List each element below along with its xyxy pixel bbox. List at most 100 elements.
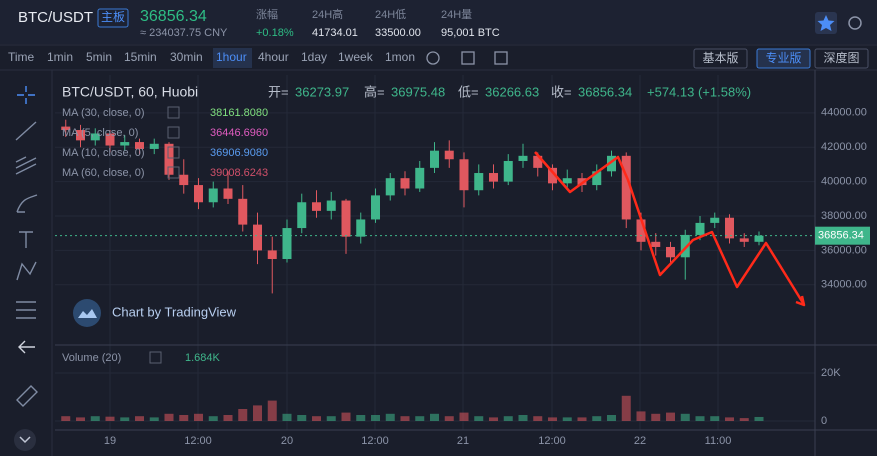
candle-body [621, 155, 631, 220]
interval[interactable]: 30min [170, 50, 203, 64]
crosshair-tool[interactable] [17, 86, 35, 104]
channel-tool[interactable] [15, 156, 37, 175]
arrow-head [795, 295, 806, 307]
candle-body [297, 202, 307, 229]
drawing-tools [15, 86, 38, 407]
pattern-tool[interactable] [16, 261, 37, 281]
candle-body [61, 126, 71, 131]
candle-body [607, 155, 616, 172]
indicator-settings[interactable] [167, 126, 180, 139]
candle-body [238, 198, 248, 225]
volume-bar [695, 416, 705, 421]
series-legend: BTC/USDT, 60, Huobi [62, 84, 198, 100]
volume-bar [503, 416, 513, 421]
interval[interactable]: 1week [338, 50, 374, 64]
indicator-icon[interactable] [426, 51, 440, 65]
candle-body [194, 185, 203, 203]
interval[interactable]: 15min [124, 50, 157, 64]
volume-name: Volume (20) [62, 352, 121, 364]
volume-bar [562, 417, 572, 421]
interval[interactable]: 1day [301, 50, 327, 64]
volume-bar [489, 417, 498, 421]
candles [61, 119, 764, 294]
candle-body [371, 195, 380, 220]
stat-label: 24H量 [441, 8, 472, 21]
volume-bar [430, 413, 439, 421]
indicator-name: MA (5, close, 0) [62, 127, 138, 139]
stat-label: 涨幅 [256, 8, 278, 21]
price-cny: ≈ 234037.75 CNY [140, 27, 228, 39]
volume-value: 1.684K [185, 352, 221, 364]
interval[interactable]: 4hour [258, 50, 289, 64]
interval[interactable]: 1mon [385, 50, 415, 64]
candle-body [548, 167, 557, 184]
text-tool[interactable] [19, 231, 33, 248]
candle-body [282, 228, 292, 260]
candle-body [356, 219, 366, 237]
indicator-value: 36906.9080 [210, 147, 268, 159]
volume-bar [636, 411, 646, 421]
volume-tick-label: 20K [821, 367, 841, 379]
indicator-value: 36446.6960 [210, 127, 268, 139]
star-icon [817, 15, 835, 31]
fib-tool[interactable] [16, 301, 36, 319]
volume-bar [533, 416, 543, 421]
volume-bar [444, 416, 454, 421]
time-tick-label: 12:00 [361, 435, 389, 447]
collapse-button[interactable] [14, 429, 36, 451]
candle-body [208, 188, 218, 203]
mode-button[interactable] [814, 48, 869, 69]
annotation-arrows [534, 151, 806, 307]
volume-bar [267, 400, 277, 421]
volume-bar [179, 415, 189, 421]
mode-button[interactable] [693, 48, 748, 69]
line-tool[interactable] [15, 121, 37, 141]
tv-logo-mark [78, 309, 97, 318]
volume-bar [385, 413, 395, 421]
mode-button[interactable] [756, 48, 811, 69]
tv-logo [73, 299, 101, 327]
ohlc-label: 高= [364, 84, 385, 99]
volume-pane [61, 395, 764, 421]
candle-body [135, 142, 144, 149]
candle-body [444, 150, 454, 160]
time-tick-label: 22 [634, 435, 646, 447]
settings-icon[interactable] [461, 51, 475, 65]
volume-bar [459, 412, 469, 421]
indicator-settings[interactable] [167, 146, 180, 159]
ruler-tool[interactable] [16, 385, 38, 407]
indicator-settings[interactable] [167, 166, 180, 179]
candle-body [90, 133, 100, 141]
theme-icon[interactable] [848, 16, 862, 30]
toolbar: Time 1min 5min 15min 30min 1hour 4hour 1day 1wee… [8, 48, 869, 69]
ohlc-value: 36266.63 [485, 84, 539, 99]
active-interval [213, 48, 252, 68]
volume-bar [474, 416, 484, 421]
volume-settings[interactable] [149, 351, 162, 364]
screenshot-icon[interactable] [494, 51, 508, 65]
stat-value: 95,001 BTC [441, 27, 500, 39]
indicator-settings[interactable] [167, 106, 180, 119]
candle-body [326, 200, 336, 211]
stat-label: 24H高 [312, 7, 343, 21]
candle-body [105, 133, 115, 146]
time-tick-label: 20 [281, 435, 293, 447]
candle-body [341, 200, 351, 237]
price-tick-label: 34000.00 [821, 279, 867, 291]
back-tool[interactable] [18, 340, 35, 354]
volume-bar [164, 413, 174, 421]
interval: Time [8, 50, 35, 64]
brush-tool[interactable] [16, 194, 38, 213]
candle-body [739, 238, 749, 242]
interval[interactable]: 1min [47, 50, 73, 64]
candle-body [577, 178, 587, 186]
candle-body [666, 246, 675, 258]
interval[interactable]: 5min [86, 50, 112, 64]
volume-bar [223, 415, 233, 421]
price-tick-label: 40000.00 [821, 176, 867, 188]
candle-body [223, 188, 233, 199]
stat-value: 41734.01 [312, 27, 358, 39]
volume-bar [400, 416, 410, 421]
interval[interactable]: 1hour [216, 50, 247, 64]
